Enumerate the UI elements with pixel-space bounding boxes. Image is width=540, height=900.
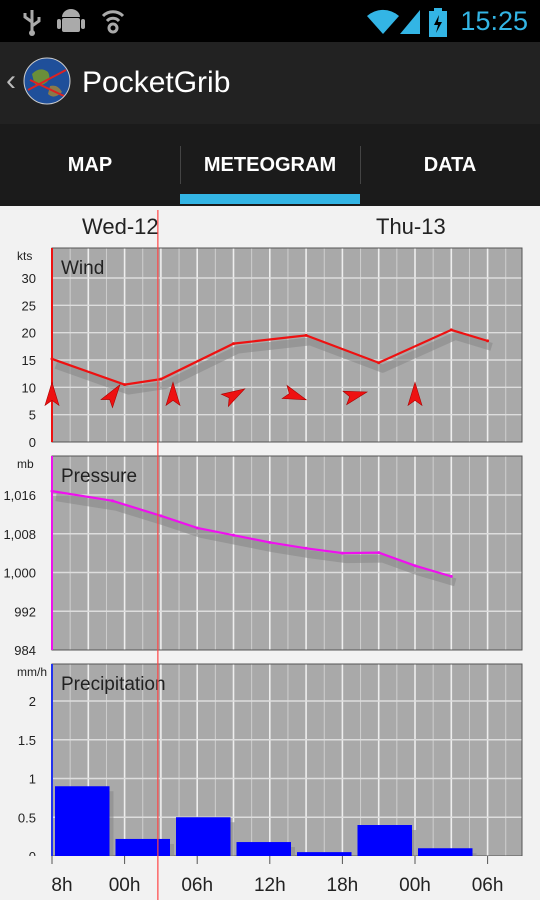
y-tick-label: 1,000 [3, 566, 36, 581]
y-tick-label: 20 [22, 326, 36, 341]
y-tick-label: 10 [22, 380, 36, 395]
app-title: PocketGrib [82, 66, 231, 99]
y-axis-unit: mm/h [17, 665, 47, 679]
data-point [232, 533, 235, 537]
time-axis-label: 06h [472, 875, 504, 896]
tab-divider [360, 146, 361, 184]
status-bar: 15:25 [0, 0, 540, 42]
back-chevron-icon[interactable]: ‹ [6, 64, 16, 97]
y-tick-label: 5 [29, 408, 36, 423]
data-point [232, 342, 235, 346]
usb-icon [23, 10, 41, 36]
precipitation-bar [236, 842, 291, 856]
data-point [50, 357, 54, 361]
day-label-wed: Wed-12 [82, 214, 159, 239]
time-axis-label: 12h [254, 875, 286, 896]
wind-series-line [51, 328, 488, 386]
data-point [377, 361, 381, 365]
clock-time: 15:25 [460, 6, 528, 36]
day-label-thu: Thu-13 [376, 214, 446, 239]
series-shadow [54, 331, 493, 395]
y-tick-label: 1 [29, 772, 36, 787]
wind-arrow-icon [220, 388, 246, 408]
precipitation-bar [357, 825, 412, 856]
data-point [159, 514, 163, 518]
tab-meteogram[interactable]: METEOGRAM [203, 153, 337, 176]
y-tick-label: 2 [29, 694, 36, 709]
data-point [50, 489, 54, 493]
time-axis-label: 18h [327, 875, 359, 896]
tab-map[interactable]: MAP [67, 153, 113, 176]
tab-data[interactable]: DATA [423, 153, 477, 176]
precipitation-bar [55, 786, 110, 856]
data-point [486, 339, 490, 343]
data-point [159, 377, 163, 381]
y-tick-label: 25 [22, 298, 36, 313]
data-point [377, 551, 381, 555]
wind-arrow-icon [165, 381, 181, 407]
data-point [304, 546, 308, 550]
wind-arrow-icon [407, 381, 423, 407]
action-bar: ‹ PocketGrib [0, 42, 540, 126]
y-tick-label: 984 [14, 643, 36, 658]
chart-title-pressure: Pressure [61, 466, 137, 487]
wind-arrow-icon [100, 383, 121, 409]
wind-arrow-icon [281, 384, 308, 401]
meteogram-chart[interactable]: 30 25 20 15 10 5 0 kts Wind 1,016 1,008 1,000 992 984… [0, 206, 540, 900]
tab-bar: MAP METEOGRAM DATA [0, 124, 540, 206]
data-point [449, 328, 453, 332]
chart-title-precipitation: Precipitation [61, 674, 166, 695]
battery-icon [429, 8, 447, 37]
precipitation-bar [418, 848, 473, 856]
y-tick-label: 992 [14, 604, 36, 619]
y-tick-label: 1.5 [18, 733, 36, 748]
data-point [111, 499, 114, 503]
selected-tab-indicator [180, 194, 360, 204]
time-axis-label: 00h [109, 875, 141, 896]
data-point [449, 574, 453, 578]
data-point [268, 540, 272, 544]
y-tick-label: 30 [22, 271, 36, 286]
wind-arrow-icon [44, 381, 60, 407]
y-axis-unit: kts [17, 249, 32, 263]
wind-arrow-icon [342, 390, 369, 406]
chart-panel-3 [52, 664, 522, 856]
earth-logo-icon[interactable] [22, 56, 72, 106]
precipitation-bar [115, 838, 170, 856]
data-point [340, 551, 344, 555]
precipitation-bar [297, 852, 352, 856]
series-shadow [55, 493, 457, 587]
data-point [304, 333, 308, 337]
time-axis-label: 06h [181, 875, 213, 896]
sync-icon [101, 10, 125, 34]
y-tick-label: 0 [29, 435, 36, 450]
precipitation-bar [176, 817, 231, 856]
time-axis-label: 00h [399, 875, 431, 896]
time-axis-label: 8h [51, 875, 72, 896]
android-debug-icon [57, 9, 85, 32]
wifi-icon [367, 9, 399, 35]
tab-divider [180, 146, 181, 184]
y-axis-unit: mb [17, 457, 34, 471]
y-tick-label: 15 [22, 353, 36, 368]
signal-icon [400, 10, 420, 34]
y-tick-label: 1,008 [3, 527, 36, 542]
chart-title-wind: Wind [61, 258, 104, 279]
y-tick-label: 1,016 [3, 488, 36, 503]
y-tick-label: 0.5 [18, 810, 36, 825]
data-point [413, 564, 417, 568]
data-point [195, 526, 199, 530]
data-point [123, 383, 127, 387]
